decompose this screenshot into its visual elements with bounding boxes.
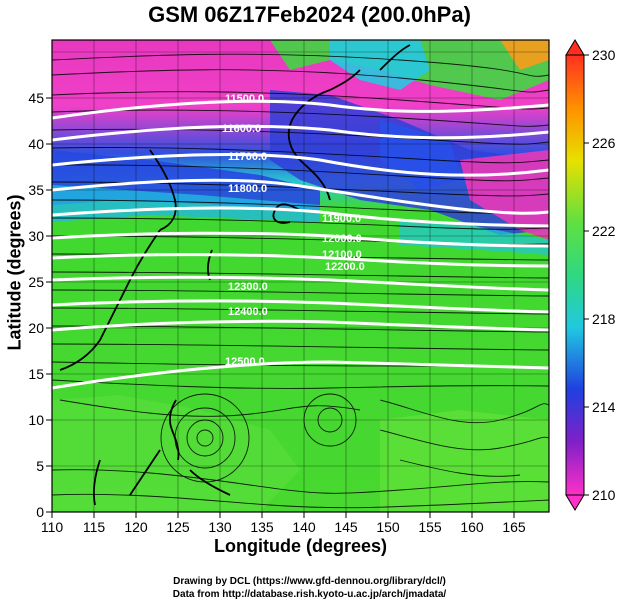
colorbar-label: 210 xyxy=(592,487,616,503)
credit-drawing: Drawing by DCL (https://www.gfd-dennou.o… xyxy=(173,576,446,587)
contour-label: 11800.0 xyxy=(228,183,267,195)
colorbar-label: 222 xyxy=(592,223,616,239)
credit-data: Data from http://database.rish.kyoto-u.a… xyxy=(172,589,447,600)
y-tick-label: 25 xyxy=(28,274,44,290)
x-tick-label: 140 xyxy=(292,519,316,535)
y-tick-label: 5 xyxy=(36,458,44,474)
x-tick-label: 110 xyxy=(41,519,64,535)
contour-label: 11500.0 xyxy=(225,93,264,105)
x-tick-label: 135 xyxy=(250,519,274,535)
x-tick-label: 150 xyxy=(376,519,400,535)
contour-label: 12500.0 xyxy=(225,356,265,368)
contour-label: 12300.0 xyxy=(228,281,268,293)
y-tick-label: 40 xyxy=(28,136,44,152)
x-axis-label: Longitude (degrees) xyxy=(213,536,387,556)
contour-label: 12400.0 xyxy=(228,306,268,318)
y-tick-label: 15 xyxy=(28,366,44,382)
contour-label: 12200.0 xyxy=(325,261,365,273)
x-tick-label: 155 xyxy=(418,519,442,535)
y-axis xyxy=(46,97,52,513)
y-tick-label: 35 xyxy=(28,182,44,198)
contour-label: 11600.0 xyxy=(222,123,261,135)
x-axis xyxy=(51,512,515,518)
map-title: GSM 06Z17Feb2024 (200.0hPa) xyxy=(148,2,471,27)
colorbar-label: 218 xyxy=(592,311,616,327)
colorbar-label: 230 xyxy=(592,47,616,63)
x-tick-label: 145 xyxy=(334,519,358,535)
y-tick-label: 30 xyxy=(28,228,44,244)
y-tick-label: 20 xyxy=(28,320,44,336)
contour-labels: 11500.0 11600.0 11700.0 11800.0 11900.0 … xyxy=(222,93,365,368)
x-tick-label: 125 xyxy=(166,519,190,535)
y-axis-label: Latitude (degrees) xyxy=(4,194,25,351)
x-tick-label: 115 xyxy=(83,519,106,535)
y-tick-label: 0 xyxy=(36,504,44,520)
contour-label: 12000.0 xyxy=(322,233,362,245)
colorbar-label: 226 xyxy=(592,135,616,151)
geopotential-contours xyxy=(52,99,549,390)
x-tick-label: 130 xyxy=(208,519,232,535)
contour-label: 11700.0 xyxy=(228,151,267,163)
x-tick-label: 160 xyxy=(460,519,484,535)
contour-label: 12100.0 xyxy=(322,249,362,261)
x-tick-label: 120 xyxy=(124,519,148,535)
plot-frame xyxy=(51,39,550,513)
x-tick-label: 165 xyxy=(502,519,526,535)
temperature-field xyxy=(52,40,549,512)
y-tick-label: 45 xyxy=(28,90,44,106)
contour-label: 11900.0 xyxy=(322,213,361,225)
colorbar-label: 214 xyxy=(592,399,616,415)
y-tick-label: 10 xyxy=(28,412,44,428)
colorbar: 230 226 222 218 214 210 xyxy=(565,39,616,511)
